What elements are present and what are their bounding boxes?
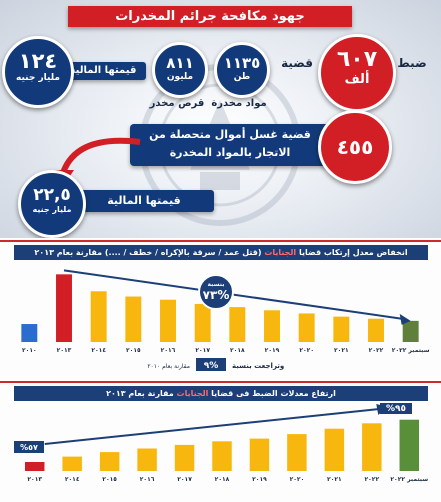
chart2-tick-label: سبتمبر ٢٠٢٢	[390, 476, 428, 483]
chart1-bar	[160, 299, 176, 342]
chart1-bar	[333, 316, 350, 342]
end-label: %٩٥	[386, 404, 406, 414]
trend-badge-value: ٧٣%	[203, 288, 230, 302]
drugs-tons-circle: ١١٣٥ طن	[214, 42, 270, 98]
laundering-value-circle: ٢٢,٥ مليار جنيه	[18, 170, 86, 238]
chart2-bar	[287, 434, 307, 471]
chart1-tick-label: ٢٠١٨	[230, 347, 245, 354]
chart2-tick-label: ٢٠١٦	[140, 476, 155, 483]
cases-label: قضية	[281, 56, 313, 70]
rise-arrow-line	[44, 408, 380, 445]
chart2-plot: ٢٠١٣ ٢٠١٤ ٢٠١٥ ٢٠١٦ ٢٠١٧ ٢٠١٨ ٢٠١٩ ٢٠٢٠ ٢٠٢١ ٢٠٢٢…	[14, 403, 428, 483]
seizure-rise-chart: ارتفاع معدلات الضبط فى قضايا الجنايات مق…	[0, 381, 441, 502]
chart2-bar	[24, 462, 45, 471]
chart1-tick-label: ٢٠١٣	[57, 347, 72, 354]
chart1-tick-label: ٢٠٢٢	[369, 347, 384, 354]
title-highlight: الجنايات	[176, 389, 209, 398]
chart2-bar	[62, 456, 82, 471]
chart1-bar	[298, 313, 315, 342]
chart2-bar	[249, 438, 270, 471]
chart1-bar	[368, 318, 384, 342]
chart1-bar	[229, 307, 246, 342]
trend-arrow-head	[399, 313, 411, 325]
chart2-tick-label: ٢٠١٨	[215, 476, 230, 483]
chart2-tick-label: ٢٠١٣	[27, 476, 42, 483]
trend-badge	[198, 274, 234, 310]
chart2-bar	[212, 441, 232, 471]
page-title: جهود مكافحة جرائم المخدرات	[68, 6, 352, 27]
chart2-tick-label: ٢٠٢١	[327, 476, 342, 483]
chart1-bar	[264, 310, 280, 342]
chart2-bar	[137, 448, 157, 471]
chart2-bar	[362, 423, 382, 471]
start-label-box	[14, 441, 44, 453]
title-highlight: الجنايات	[264, 248, 297, 257]
chart1-bar	[194, 303, 211, 342]
drugs-label: مواد مخدرة	[211, 98, 267, 109]
chart1-bar	[90, 291, 107, 342]
chart2-tick-label: ٢٠١٥	[102, 476, 117, 483]
cases-count-circle: ٦٠٧ ألف	[318, 34, 396, 112]
chart1-title: انخفاض معدل إرتكاب قضايا الجنايات (قتل ع…	[14, 245, 428, 260]
chart2-title: ارتفاع معدلات الضبط فى قضايا الجنايات مق…	[14, 386, 428, 401]
value-circle: ١٢٤ مليار جنيه	[2, 36, 74, 108]
chart1-plot: ٢٠١٠ ٢٠١٣ ٢٠١٤ ٢٠١٥ ٢٠١٦ ٢٠١٧ ٢٠١٨ ٢٠١٩ ٢٠٢٠ ٢٠٢١…	[21, 269, 430, 371]
chart1-bar	[402, 320, 419, 342]
money-laundering-number: ٤٥٥	[318, 110, 392, 184]
laundering-value-unit: مليار جنيه	[32, 205, 72, 214]
pills-unit: مليون	[166, 72, 194, 82]
drug-crimes-panel: جهود مكافحة جرائم المخدرات ٦٠٧ ألف ضبط ق…	[0, 0, 441, 238]
cases-number: ٦٠٧	[336, 47, 378, 72]
chart1-tick-label: ٢٠١٥	[126, 347, 141, 354]
crime-decline-chart: انخفاض معدل إرتكاب قضايا الجنايات (قتل ع…	[0, 240, 441, 380]
drugs-number: ١١٣٥	[223, 54, 261, 72]
seizure-label: ضبط	[397, 56, 427, 70]
pills-label: قرص مخدر	[149, 98, 205, 109]
note-text: وتراجعت بنسبة	[232, 362, 284, 370]
note-text-2: مقارنة بعام ٢٠١٠	[147, 363, 190, 370]
money-laundering-text: قضية غسل أموال متحصلة من الاتجار بالمواد…	[130, 124, 330, 166]
chart2-bar	[99, 452, 120, 471]
note-value-box	[196, 358, 226, 371]
laundering-value-number: ٢٢,٥	[33, 185, 71, 205]
end-label-box	[380, 403, 412, 414]
trend-badge-label: بنسبة	[208, 281, 225, 288]
chart1-bar	[125, 296, 142, 342]
value-label-bar: قيمتها المالية	[60, 62, 146, 80]
chart1-bar	[21, 324, 38, 342]
chart1-tick-label: ٢٠٢١	[334, 347, 349, 354]
laundering-value-label: قيمتها المالية	[74, 190, 214, 212]
chart2-tick-label: ٢٠٢٢	[364, 476, 379, 483]
chart1-tick-label: ٢٠١٩	[265, 347, 280, 354]
value-unit: مليار جنيه	[16, 73, 60, 83]
chart2-tick-label: ٢٠١٧	[177, 476, 192, 483]
chart1-tick-label: ٢٠١٠	[22, 347, 37, 354]
pills-circle: ٨١١ مليون	[152, 42, 208, 98]
chart2-tick-label: ٢٠٢٠	[290, 476, 305, 483]
chart1-tick-label: ٢٠٢٠	[299, 347, 314, 354]
pills-number: ٨١١	[166, 54, 194, 72]
chart1-tick-label: ٢٠١٦	[161, 347, 176, 354]
cases-unit: ألف	[344, 72, 370, 87]
note-value: ٩%	[204, 361, 219, 371]
chart2-tick-label: ٢٠١٤	[65, 476, 80, 483]
chart2-bar	[174, 444, 195, 471]
chart1-tick-label: ٢٠١٤	[91, 347, 106, 354]
chart1-tick-label: سبتمبر ٢٠٢٢	[392, 347, 430, 354]
value-number: ١٢٤	[18, 49, 58, 73]
chart1-tick-label: ٢٠١٧	[195, 347, 210, 354]
chart1-bar	[56, 274, 72, 342]
chart2-bar	[399, 419, 420, 471]
drugs-unit: طن	[233, 72, 251, 82]
chart2-bar	[324, 428, 345, 471]
chart2-tick-label: ٢٠١٩	[252, 476, 267, 483]
start-label: %٥٧	[20, 443, 38, 452]
